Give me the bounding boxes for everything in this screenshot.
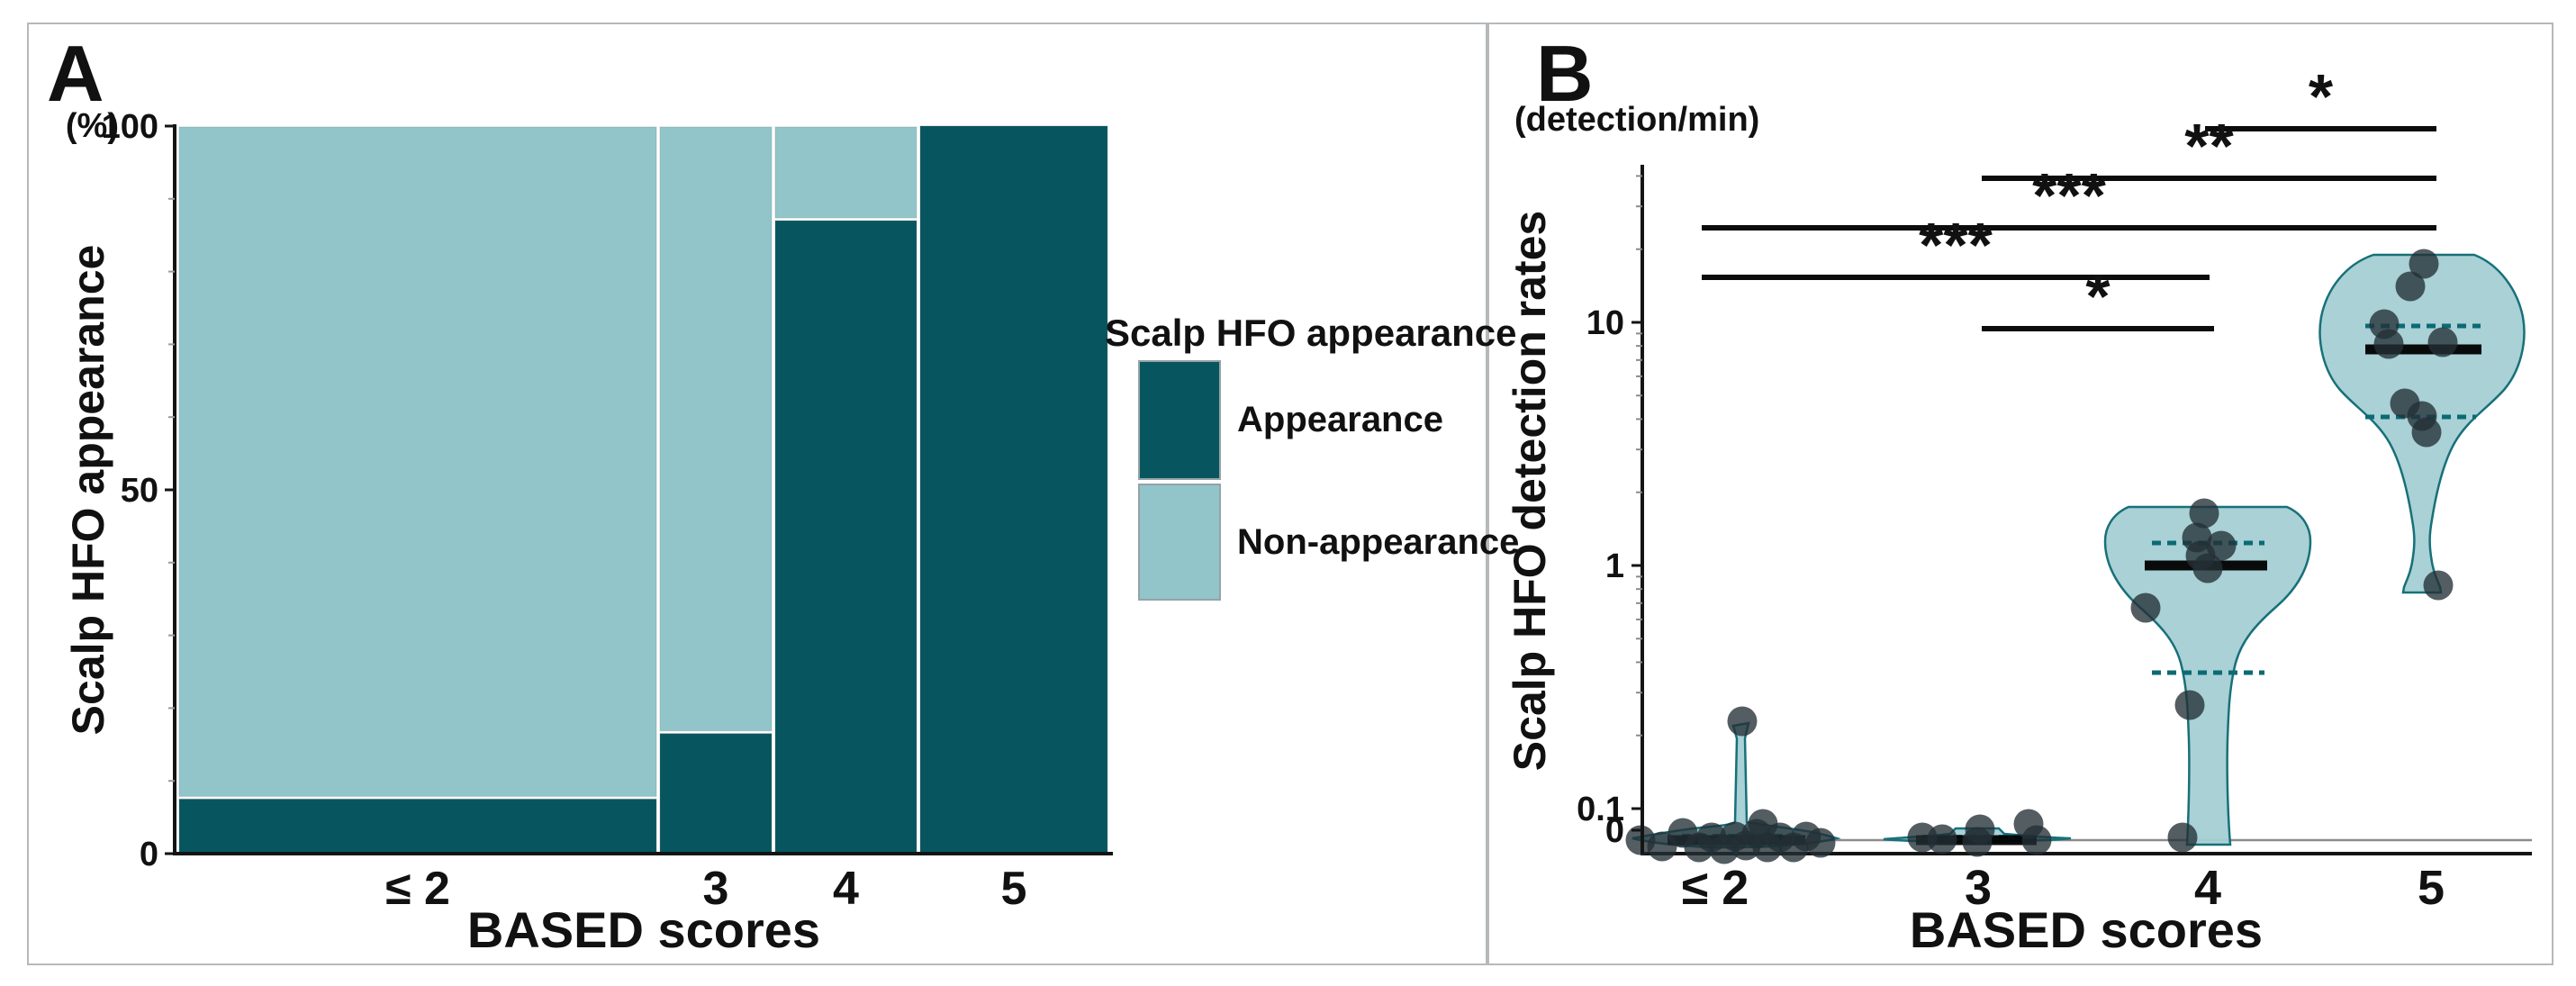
mosaic-bar-1-appearance bbox=[178, 798, 657, 854]
violin-4 bbox=[2103, 505, 2312, 846]
data-point-s5 bbox=[2411, 417, 2442, 448]
mosaic-bar-2-non-appearance bbox=[659, 126, 773, 732]
mosaic-bar-2-appearance bbox=[659, 733, 773, 854]
data-point-s5 bbox=[2409, 249, 2439, 279]
data-point-s3 bbox=[1927, 824, 1957, 855]
data-point-s5 bbox=[2423, 570, 2454, 601]
data-point-le2 bbox=[1805, 828, 1836, 858]
data-point-s4 bbox=[2192, 553, 2223, 583]
significance-label-2: ** bbox=[2184, 111, 2234, 181]
panel-a-x-axis-title: BASED scores bbox=[466, 901, 821, 958]
legend-label-non-appearance: Non-appearance bbox=[1237, 522, 1520, 562]
panel-a-x-tick-label-2: 3 bbox=[703, 863, 729, 915]
panel-a-letter: A bbox=[47, 29, 104, 118]
mosaic-bar-3-non-appearance bbox=[774, 126, 917, 219]
data-point-s5 bbox=[2427, 327, 2458, 357]
panel-a-y-tick-label-0: 0 bbox=[140, 836, 158, 873]
panel-a-y-unit-label: (%) bbox=[65, 107, 119, 145]
panel-a-x-tick-label-1: ≤ 2 bbox=[385, 863, 450, 915]
mosaic-bar-1-non-appearance bbox=[178, 126, 657, 797]
panel-a-y-tick-label-100: 100 bbox=[102, 108, 158, 146]
mosaic-bar-4-appearance bbox=[919, 125, 1108, 854]
data-point-s4 bbox=[2189, 498, 2219, 529]
data-point-le2 bbox=[1727, 706, 1758, 737]
panel-a-y-tick-label-50: 50 bbox=[121, 472, 158, 510]
panel-b-x-tick-label-2: 3 bbox=[1965, 861, 1992, 915]
panel-b-x-axis-title: BASED scores bbox=[1909, 901, 2264, 958]
significance-label-3: *** bbox=[2032, 160, 2106, 231]
panel-b-y-unit-label: (detection/min) bbox=[1514, 101, 1760, 139]
significance-label-4: *** bbox=[1919, 210, 1993, 280]
data-point-s4 bbox=[2167, 822, 2198, 853]
legend-label-appearance: Appearance bbox=[1237, 400, 1443, 439]
panel-b-letter: B bbox=[1536, 29, 1594, 118]
panel-a-x-tick-label-4: 5 bbox=[1001, 863, 1027, 915]
data-point-s3 bbox=[2021, 825, 2052, 855]
panel-b-y-tick-label-0: 0 bbox=[1605, 812, 1624, 850]
panel-b-y-tick-label-10: 10 bbox=[1586, 304, 1624, 342]
panel-b-y-axis-title: Scalp HFO detection rates bbox=[1505, 210, 1555, 772]
data-point-s4 bbox=[2130, 593, 2161, 623]
panel-b-x-tick-label-1: ≤ 2 bbox=[1682, 861, 1749, 915]
significance-label-5: * bbox=[2085, 261, 2111, 331]
legend-swatch-appearance bbox=[1138, 360, 1221, 480]
data-point-s5 bbox=[2395, 271, 2426, 302]
panel-b-x-tick-label-3: 4 bbox=[2194, 861, 2221, 915]
legend-swatch-non-appearance bbox=[1138, 484, 1221, 601]
panel-b-y-tick-label-0.1: 0.1 bbox=[1577, 791, 1624, 828]
panel-a-x-tick-label-3: 4 bbox=[833, 863, 859, 915]
panel-a-y-axis-title: Scalp HFO appearance bbox=[63, 244, 113, 736]
mosaic-bar-3-appearance bbox=[774, 220, 917, 854]
legend-title: Scalp HFO appearance bbox=[1105, 312, 1517, 354]
significance-label-1: * bbox=[2309, 61, 2334, 131]
data-point-s4 bbox=[2174, 690, 2205, 720]
panel-b-x-tick-label-4: 5 bbox=[2418, 861, 2445, 915]
panel-b-y-tick-label-1: 1 bbox=[1605, 547, 1624, 585]
data-point-s3 bbox=[1965, 814, 1995, 845]
data-point-s5 bbox=[2373, 329, 2404, 359]
